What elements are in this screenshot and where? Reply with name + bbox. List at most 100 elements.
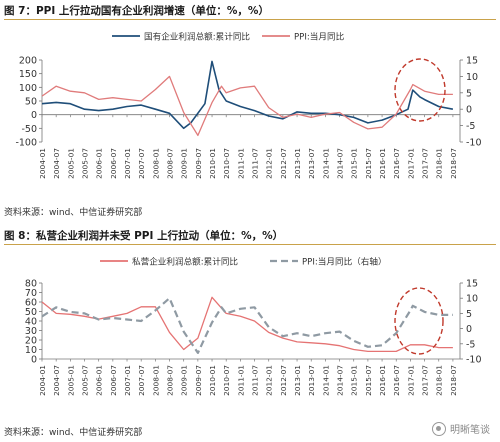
x-tick-label: 2015-01 [350, 365, 359, 396]
x-tick-label: 2016-07 [392, 365, 401, 396]
x-tick-label: 2011-07 [251, 365, 260, 396]
x-tick-label: 2009-01 [180, 148, 189, 179]
y-tick-label-left: 40 [25, 317, 37, 328]
y-tick-label-left: 10 [25, 345, 37, 356]
y-tick-label-right: 0 [466, 105, 472, 116]
x-tick-label: 2017-01 [406, 148, 415, 179]
x-tick-label: 2008-01 [151, 365, 160, 396]
x-tick-label: 2005-07 [81, 365, 90, 396]
y-tick-label-left: 60 [25, 298, 37, 309]
x-tick-label: 2014-07 [336, 148, 345, 179]
x-tick-label: 2017-01 [406, 365, 415, 396]
y-tick-label-left: 200 [19, 56, 37, 67]
y-tick-label-left: 150 [19, 69, 37, 80]
figure-8-title-rule [4, 244, 496, 245]
x-tick-label: 2010-07 [222, 148, 231, 179]
x-tick-label: 2010-01 [208, 365, 217, 396]
y-tick-label-left: 100 [19, 83, 37, 94]
x-tick-label: 2009-01 [180, 365, 189, 396]
legend-label-1: PPI:当月同比（右轴） [302, 256, 387, 268]
figure-8-source: 资料来源：wind、中信证券研究部 [4, 428, 143, 438]
legend-label-0: 国有企业利润总额:累计同比 [144, 31, 250, 43]
x-tick-label: 2013-07 [307, 365, 316, 396]
x-tick-label: 2014-07 [336, 365, 345, 396]
figure-8-title: 图 8：私营企业利润并未受 PPI 上行拉动（单位：%，%） [4, 230, 284, 242]
x-tick-label: 2018-01 [435, 148, 444, 179]
y-tick-label-right: 10 [466, 294, 478, 305]
x-tick-label: 2004-01 [38, 148, 47, 179]
x-tick-label: 2015-07 [364, 148, 373, 179]
x-tick-label: 2011-01 [236, 148, 245, 179]
x-tick-label: 2005-07 [81, 148, 90, 179]
y-tick-label-left: 70 [25, 288, 37, 299]
series-line-1 [41, 75, 453, 137]
y-tick-label-right: -10 [466, 138, 482, 149]
y-tick-label-right: 15 [466, 279, 478, 290]
y-tick-label-left: 0 [31, 355, 37, 366]
series-line-1 [41, 297, 453, 355]
y-tick-label-right: 10 [466, 72, 478, 83]
x-tick-label: 2009-07 [194, 365, 203, 396]
x-tick-label: 2014-01 [321, 365, 330, 396]
y-tick-label-left: 50 [25, 307, 37, 318]
x-tick-label: 2006-01 [95, 365, 104, 396]
x-tick-label: 2011-07 [251, 148, 260, 179]
x-tick-label: 2007-07 [137, 365, 146, 396]
y-tick-label-left: 80 [25, 279, 37, 290]
x-tick-label: 2005-01 [66, 365, 75, 396]
y-tick-label-left: -50 [21, 124, 37, 135]
x-tick-label: 2007-01 [123, 148, 132, 179]
x-tick-label: 2007-07 [137, 148, 146, 179]
x-tick-label: 2004-07 [52, 365, 61, 396]
x-tick-label: 2017-07 [421, 148, 430, 179]
x-tick-label: 2005-01 [66, 148, 75, 179]
x-tick-label: 2006-07 [109, 148, 118, 179]
x-tick-label: 2014-01 [321, 148, 330, 179]
x-tick-label: 2004-01 [38, 365, 47, 396]
x-tick-label: 2012-07 [279, 148, 288, 179]
x-tick-label: 2016-01 [378, 365, 387, 396]
legend-label-1: PPI:当月同比 [294, 31, 345, 43]
x-tick-label: 2008-07 [166, 148, 175, 179]
x-tick-label: 2010-01 [208, 148, 217, 179]
legend-label-0: 私营企业利润总额:累计同比 [132, 256, 238, 268]
x-tick-label: 2006-07 [109, 365, 118, 396]
figure-7-source: 资料来源：wind、中信证券研究部 [4, 208, 143, 218]
y-tick-label-right: -5 [466, 121, 475, 132]
x-tick-label: 2007-01 [123, 365, 132, 396]
series-line-0 [41, 296, 453, 353]
y-tick-label-right: -10 [466, 355, 482, 366]
x-tick-label: 2018-01 [435, 365, 444, 396]
x-tick-label: 2006-01 [95, 148, 104, 179]
watermark-text: 明晰笔谈 [450, 425, 490, 436]
x-tick-label: 2018-07 [449, 148, 458, 179]
x-tick-label: 2008-01 [151, 148, 160, 179]
x-tick-label: 2008-07 [166, 365, 175, 396]
y-tick-label-right: 0 [466, 324, 472, 335]
y-tick-label-right: 15 [466, 56, 478, 67]
x-tick-label: 2015-07 [364, 365, 373, 396]
x-tick-label: 2015-01 [350, 148, 359, 179]
y-tick-label-left: 30 [25, 326, 37, 337]
watermark: 明晰笔谈 [432, 421, 490, 436]
y-tick-label-left: 0 [31, 110, 37, 121]
x-tick-label: 2013-07 [307, 148, 316, 179]
annotation-circle [394, 287, 444, 355]
y-tick-label-right: 5 [466, 88, 472, 99]
x-tick-label: 2012-01 [265, 148, 274, 179]
x-tick-label: 2004-07 [52, 148, 61, 179]
x-tick-label: 2017-07 [421, 365, 430, 396]
x-tick-label: 2012-07 [279, 365, 288, 396]
x-tick-label: 2013-01 [293, 365, 302, 396]
x-tick-label: 2013-01 [293, 148, 302, 179]
annotation-circle [394, 58, 446, 122]
y-tick-label-right: -5 [466, 339, 475, 350]
x-tick-label: 2012-01 [265, 365, 274, 396]
x-tick-label: 2018-07 [449, 365, 458, 396]
y-tick-label-left: 50 [25, 97, 37, 108]
y-tick-label-left: -100 [15, 138, 37, 149]
x-tick-label: 2009-07 [194, 148, 203, 179]
y-tick-label-left: 20 [25, 336, 37, 347]
